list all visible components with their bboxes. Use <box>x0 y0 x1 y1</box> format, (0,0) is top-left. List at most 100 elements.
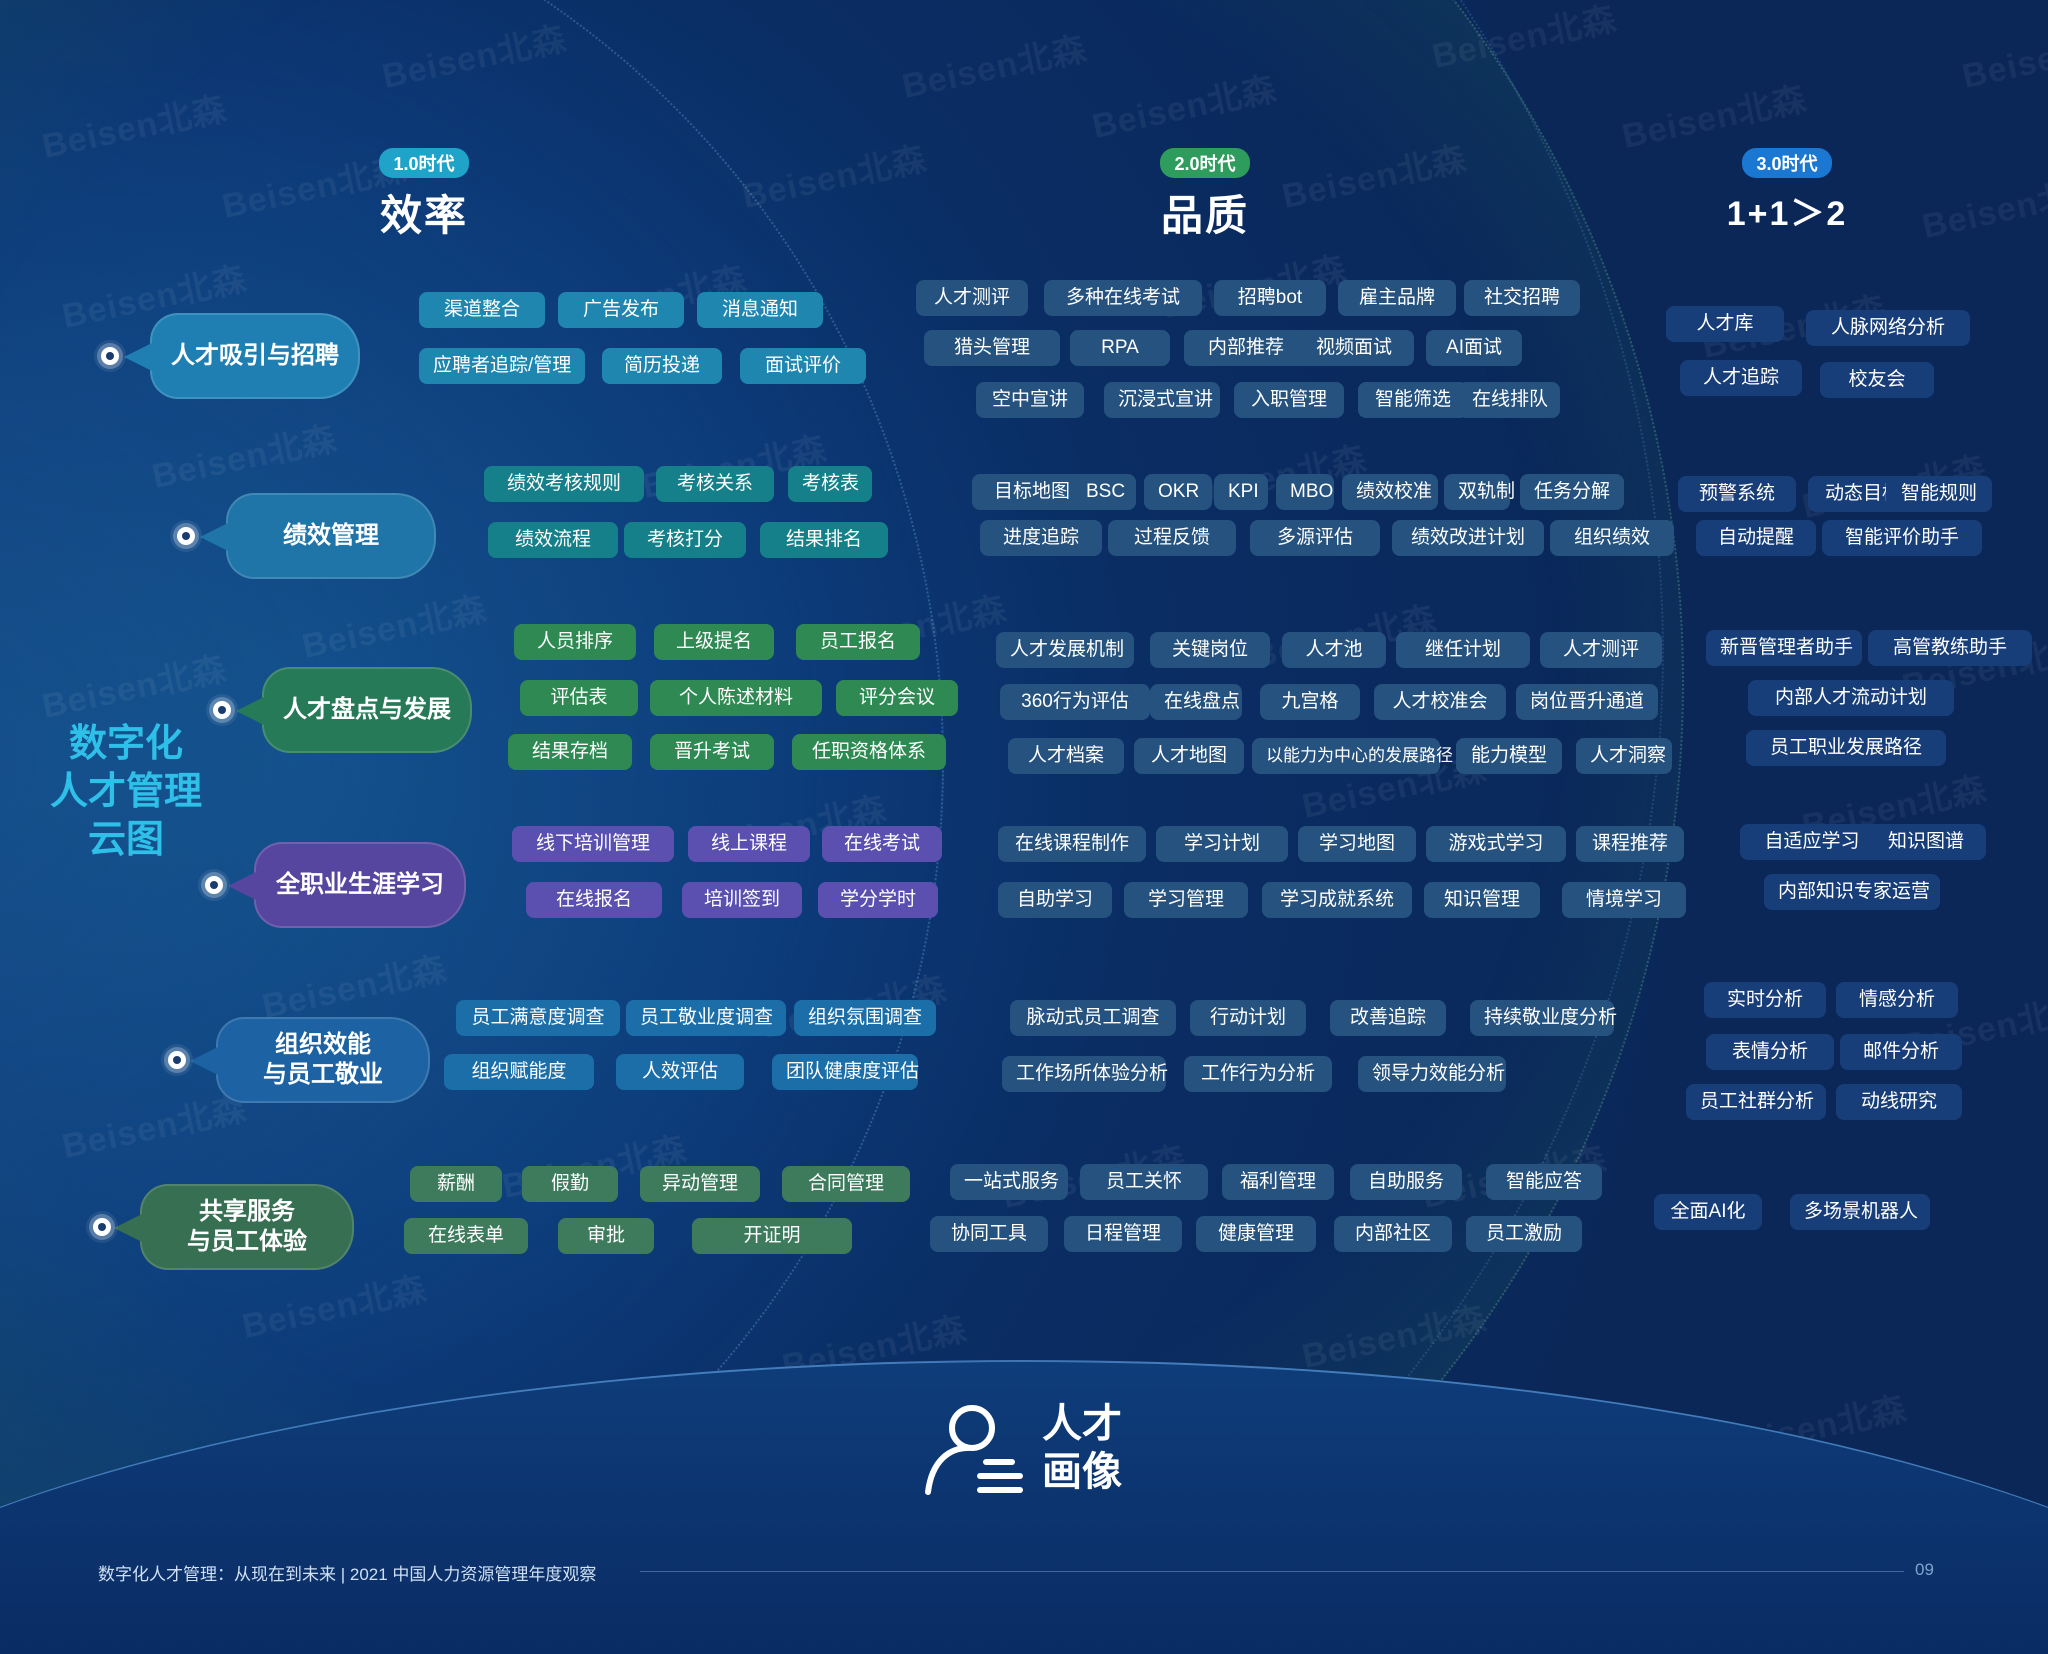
era3-tag: 智能规则 <box>1886 476 1992 512</box>
era2-tag: KPI <box>1214 474 1268 510</box>
era2-tag: 行动计划 <box>1190 1000 1306 1036</box>
era2-tag: 人才池 <box>1282 632 1386 668</box>
era2-tag: 员工激励 <box>1466 1216 1582 1252</box>
era3-tag: 实时分析 <box>1704 982 1826 1018</box>
era3-tag: 人才追踪 <box>1680 360 1802 396</box>
era1-tag: 组织赋能度 <box>444 1054 594 1090</box>
category-marker <box>93 1218 111 1236</box>
era2-tag: 入职管理 <box>1234 382 1344 418</box>
era2-tag: BSC <box>1072 474 1136 510</box>
era2-tag: 360行为评估 <box>1000 684 1150 720</box>
era3-tag: 自适应学习 <box>1740 824 1884 860</box>
era-title: 品质 <box>1160 192 1249 239</box>
era3-tag: 智能评价助手 <box>1822 520 1982 556</box>
era1-tag: 在线表单 <box>404 1218 528 1254</box>
era1-tag: 线上课程 <box>688 826 810 862</box>
category-1: 人才吸引与招聘 <box>124 313 360 399</box>
era2-tag: 视频面试 <box>1294 330 1414 366</box>
main-title-line: 云图 <box>87 819 164 861</box>
watermark: Beisen北森 <box>38 89 231 167</box>
watermark: Beisen北森 <box>148 419 341 497</box>
main-title: 数字化 人才管理 云图 <box>36 720 216 864</box>
era3-tag: 情感分析 <box>1836 982 1958 1018</box>
era2-tag: 绩效校准 <box>1342 474 1438 510</box>
era2-tag: 学习计划 <box>1156 826 1288 862</box>
era1-tag: 组织氛围调查 <box>794 1000 936 1036</box>
era2-tag: 雇主品牌 <box>1338 280 1456 316</box>
era2-tag: 游戏式学习 <box>1426 826 1566 862</box>
era3-tag: 邮件分析 <box>1840 1034 1962 1070</box>
era2-tag: MBO <box>1276 474 1334 510</box>
era3-tag: 员工职业发展路径 <box>1746 730 1946 766</box>
era2-tag: 人才洞察 <box>1576 738 1672 774</box>
era2-tag: RPA <box>1070 330 1170 366</box>
era2-tag: 猎头管理 <box>924 330 1060 366</box>
era1-tag: 合同管理 <box>782 1166 910 1202</box>
category-6: 共享服务 与员工体验 <box>114 1184 354 1270</box>
portrait-label: 人才 画像 <box>1042 1400 1122 1496</box>
era2-tag: 脉动式员工调查 <box>1010 1000 1176 1036</box>
era1-tag: 员工报名 <box>796 624 920 660</box>
main-title-line: 数字化 <box>68 723 183 765</box>
watermark: Beisen北森 <box>58 1089 251 1166</box>
era2-tag: 人才测评 <box>1540 632 1662 668</box>
era1-tag: 薪酬 <box>410 1166 502 1202</box>
era2-tag: 领导力效能分析 <box>1358 1056 1506 1092</box>
era2-tag: 继任计划 <box>1396 632 1530 668</box>
watermark: Beisen北森 <box>1618 79 1811 157</box>
era1-tag: 简历投递 <box>602 348 722 384</box>
era2-tag: 能力模型 <box>1456 738 1562 774</box>
era2-tag: 情境学习 <box>1562 882 1686 918</box>
watermark: Beisen北森 <box>1958 19 2048 97</box>
era3-tag: 表情分析 <box>1706 1034 1834 1070</box>
era2-tag: 一站式服务 <box>950 1164 1068 1200</box>
era2-tag: 人才校准会 <box>1374 684 1506 720</box>
category-marker <box>177 527 195 545</box>
era2-tag: 智能筛选 <box>1358 382 1468 418</box>
era3-tag: 动线研究 <box>1836 1084 1962 1120</box>
era2-tag: 多种在线考试 <box>1044 280 1202 316</box>
era3-tag: 人才库 <box>1666 306 1784 342</box>
era3-tag: 员工社群分析 <box>1686 1084 1826 1120</box>
era2-tag: 九宫格 <box>1260 684 1360 720</box>
era3-tag: 知识图谱 <box>1866 824 1986 860</box>
era1-tag: 异动管理 <box>640 1166 760 1202</box>
era1-tag: 在线报名 <box>526 882 662 918</box>
era-header-1: 1.0时代 效率 <box>314 148 534 243</box>
category-marker <box>213 701 231 719</box>
era1-tag: 员工敬业度调查 <box>626 1000 786 1036</box>
era1-tag: 在线考试 <box>822 826 942 862</box>
era3-tag: 新晋管理者助手 <box>1706 630 1862 666</box>
era1-tag: 考核关系 <box>656 466 774 502</box>
watermark: Beisen北森 <box>1298 1299 1491 1376</box>
era2-tag: 持续敬业度分析 <box>1470 1000 1617 1036</box>
era1-tag: 审批 <box>558 1218 654 1254</box>
era2-tag: 内部社区 <box>1334 1216 1452 1252</box>
era3-tag: 校友会 <box>1820 362 1934 398</box>
watermark: Beisen北森 <box>378 19 571 97</box>
era2-tag: 在线盘点 <box>1150 684 1242 720</box>
era1-tag: 开证明 <box>692 1218 852 1254</box>
era1-tag: 上级提名 <box>654 624 774 660</box>
era2-tag: 空中宣讲 <box>976 382 1084 418</box>
era2-tag: 工作行为分析 <box>1184 1056 1332 1092</box>
era3-tag: 高管教练助手 <box>1868 630 2032 666</box>
watermark: Beisen北森 <box>898 29 1091 107</box>
era3-tag: 内部知识专家运营 <box>1764 874 1940 910</box>
era2-tag: 以能力为中心的发展路径 <box>1252 738 1453 774</box>
era1-tag: 学分学时 <box>818 882 938 918</box>
category-3: 人才盘点与发展 <box>236 667 472 753</box>
watermark: Beisen北森 <box>238 1269 431 1346</box>
era1-tag: 假勤 <box>522 1166 618 1202</box>
era-badge: 3.0时代 <box>1742 148 1832 178</box>
era1-tag: 员工满意度调查 <box>456 1000 620 1036</box>
era1-tag: 结果排名 <box>760 522 888 558</box>
era2-tag: 自助学习 <box>998 882 1112 918</box>
watermark: Beisen北森 <box>1918 169 2048 247</box>
era1-tag: 个人陈述材料 <box>650 680 822 716</box>
talent-portrait: 人才 画像 <box>920 1400 1160 1510</box>
era2-tag: 在线排队 <box>1458 382 1560 418</box>
era1-tag: 渠道整合 <box>419 292 545 328</box>
era-title: 效率 <box>379 192 468 239</box>
